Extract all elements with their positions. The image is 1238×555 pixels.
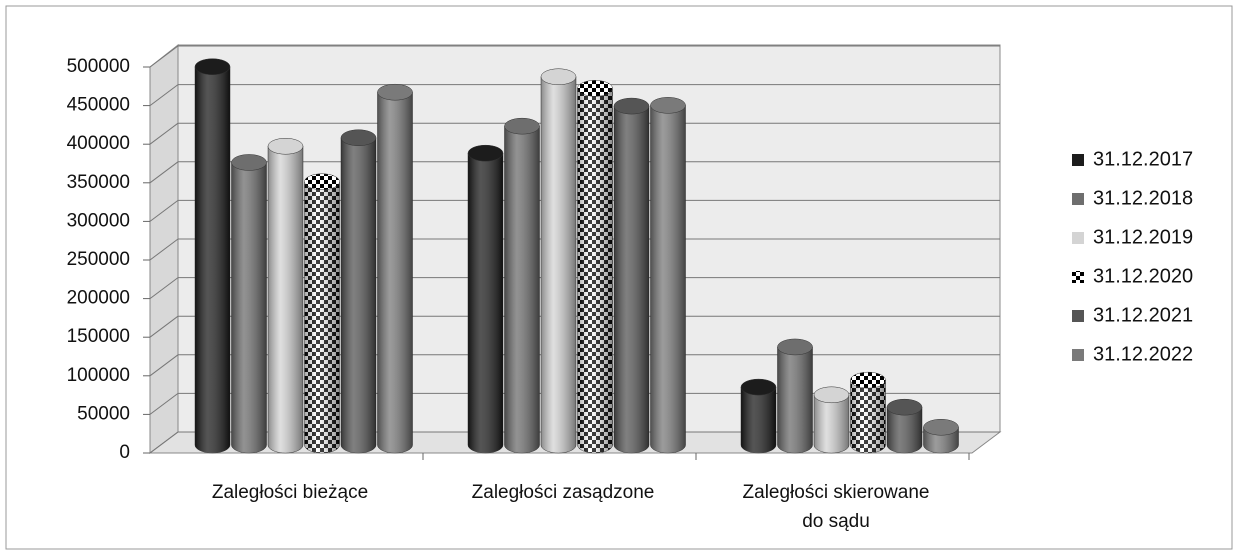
y-tick-label: 500000 (67, 56, 130, 77)
x-tick-label: Zaległości bieżące (212, 482, 368, 503)
cylinder (850, 371, 886, 454)
y-tick-label: 350000 (67, 172, 130, 193)
cylinder-top (540, 68, 577, 86)
cylinder (613, 97, 650, 454)
legend-label: 31.12.2018 (1093, 187, 1193, 209)
cylinder (504, 117, 540, 454)
cylinder-shade (268, 146, 303, 453)
cylinder-shade (814, 394, 849, 453)
cylinder (467, 144, 504, 454)
label-line: do sądu (802, 511, 870, 532)
cylinder (267, 137, 304, 454)
grid-line (149, 354, 179, 377)
legend-label: 31.12.2021 (1093, 304, 1193, 326)
cylinder-shade (614, 106, 649, 453)
grid-line (149, 238, 179, 261)
cylinder (231, 154, 267, 454)
legend-swatch (1072, 232, 1084, 244)
cylinder-shade (377, 92, 413, 454)
y-tick-label: 400000 (67, 133, 130, 154)
grid-line (149, 161, 179, 184)
cylinder-shade (887, 407, 922, 453)
cylinder-shade (468, 153, 503, 453)
label-line: Zaległości skierowane (743, 482, 930, 503)
legend-swatch (1072, 349, 1084, 361)
y-tick-label: 100000 (67, 365, 130, 386)
legend-swatch (1072, 310, 1084, 322)
cylinder (377, 83, 413, 454)
legend-label: 31.12.2017 (1093, 148, 1193, 170)
cylinder (813, 386, 850, 454)
cylinder-shade (741, 387, 776, 453)
y-tick-label: 450000 (67, 95, 130, 116)
label-line: Zaległości bieżące (212, 482, 368, 503)
cylinder (740, 378, 777, 454)
y-tick-label: 150000 (67, 326, 130, 347)
cylinder (886, 398, 923, 454)
x-tick-label: Zaległości skierowane do sądu (743, 482, 930, 532)
cylinder-shade (777, 346, 813, 453)
grid-line (149, 45, 179, 68)
cylinder (194, 58, 231, 454)
y-tick-label: 50000 (77, 403, 130, 424)
cylinder-top (231, 154, 267, 171)
cylinder (923, 418, 959, 454)
cylinder-top (813, 386, 850, 404)
cylinder-top (613, 97, 650, 115)
cylinder-shade (504, 126, 540, 453)
grid-line (149, 84, 179, 106)
cylinder-shade (850, 380, 886, 453)
legend-label: 31.12.2022 (1093, 343, 1193, 365)
cylinder (340, 129, 377, 454)
grid-line (149, 392, 179, 415)
cylinder-top (577, 80, 613, 97)
cylinder (650, 97, 686, 454)
cylinder-top (777, 338, 813, 356)
cylinder-shade (195, 66, 230, 453)
cylinder-top (923, 418, 959, 436)
grid-line (149, 277, 179, 300)
grid-line (149, 199, 179, 222)
cylinder-top (340, 129, 377, 146)
cylinder (540, 68, 577, 454)
grid-line (149, 315, 179, 338)
cylinder-top (740, 378, 777, 396)
y-tick-label: 300000 (67, 210, 130, 231)
cylinder-top (304, 173, 340, 190)
cylinder-top (850, 371, 886, 389)
cylinder-top (194, 58, 231, 75)
cylinder (304, 173, 340, 454)
legend-label: 31.12.2020 (1093, 265, 1193, 287)
cylinder-shade (541, 76, 576, 454)
cylinder-top (377, 83, 413, 101)
cylinder-top (650, 97, 686, 114)
y-tick-label: 250000 (67, 249, 130, 270)
y-tick-label: 200000 (67, 288, 130, 309)
grid-line (149, 431, 179, 454)
cylinder-top (504, 117, 540, 135)
cylinder (577, 80, 613, 454)
cylinder-shade (650, 105, 686, 453)
legend-label: 31.12.2019 (1093, 226, 1193, 248)
legend-swatch (1072, 154, 1084, 166)
cylinder-shade (341, 137, 376, 453)
y-tick-label: 0 (119, 442, 130, 463)
cylinder-top (886, 398, 923, 416)
legend-swatch (1072, 271, 1084, 283)
legend-swatch (1072, 193, 1084, 205)
cylinder-shade (304, 181, 340, 454)
grid-line (149, 122, 179, 145)
label-line: Zaległości zasądzone (472, 482, 655, 503)
cylinder-shade (577, 88, 613, 453)
x-tick-label: Zaległości zasądzone (472, 482, 655, 503)
cylinder (777, 338, 813, 454)
cylinder-top (267, 137, 304, 155)
cylinder-shade (231, 162, 267, 453)
cylinder-top (467, 144, 504, 162)
